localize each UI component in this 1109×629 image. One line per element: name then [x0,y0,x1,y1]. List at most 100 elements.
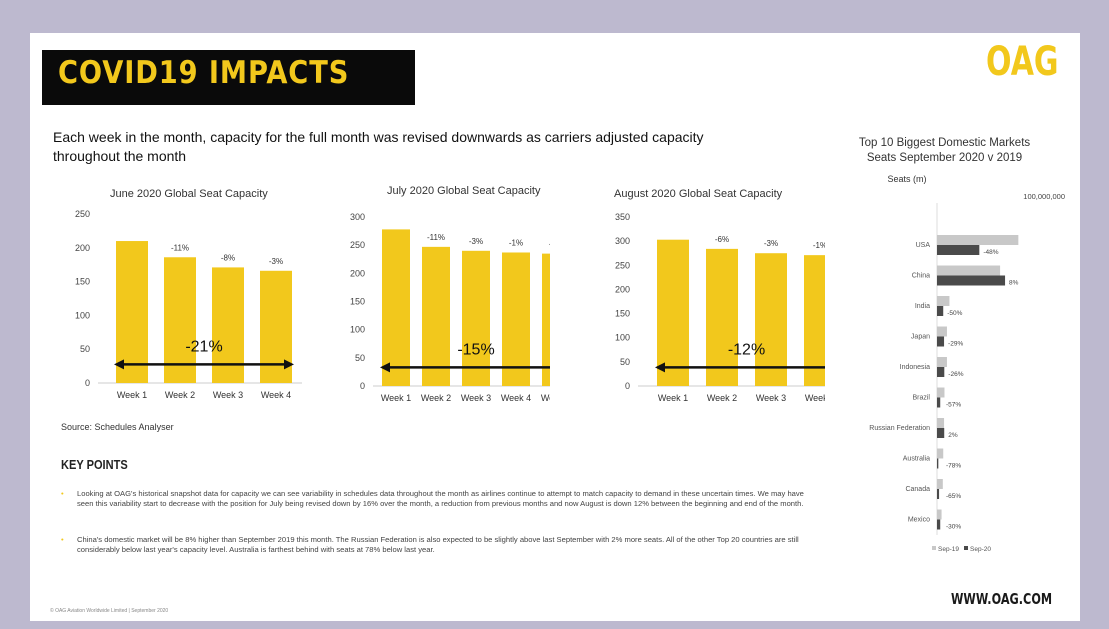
bar [422,246,450,386]
august-capacity-chart: 0 50 100 150 200 250 300 350 Week 1 Week 2 -6% Week… [615,212,825,403]
footer-url: WWW.OAG.COM [951,590,1053,608]
y-tick-label: 50 [355,353,365,363]
data-label: -6% [715,235,729,244]
data-label: -50% [947,310,962,317]
slide: COVID19 IMPACTS OAG Each week in the mon… [30,33,1080,621]
category-label: Indonesia [900,364,930,371]
page-title: COVID19 IMPACTS [58,55,350,91]
data-label: -26% [948,371,963,378]
markets-chart-subtitle: Seats September 2020 v 2019 [866,152,1023,164]
data-label: -1% [549,240,550,249]
bar-sep20 [937,336,945,347]
bar [804,255,825,386]
data-label: -11% [171,243,189,252]
data-label: -11% [427,233,445,242]
bar-sep20 [937,428,945,438]
bar [164,257,196,383]
x-tick-label: Week 2 [165,390,195,400]
x-tick-label: Week 3 [756,393,786,403]
bar-sep20 [937,367,945,377]
bar [116,241,148,383]
data-label: 8% [1009,280,1019,287]
arrow-head-right [284,359,294,370]
y-tick-label: 150 [615,309,630,319]
y-tick-label: 250 [615,260,630,270]
data-label: -3% [269,257,283,266]
x-tick-label: Week 4 [805,393,825,403]
bar [706,248,738,386]
bar-sep19 [937,265,1001,276]
oag-logo: OAG [986,39,1059,85]
chart-title-june: June 2020 Global Seat Capacity [110,188,268,200]
category-label: Canada [905,486,930,493]
data-label: 2% [948,432,958,439]
legend-swatch-sep20 [964,546,968,550]
bar-sep20 [937,275,1006,286]
category-label: Mexico [908,517,930,524]
y-tick-label: 250 [75,209,90,219]
bar-sep20 [937,397,941,408]
change-annotation: -21% [185,338,222,355]
key-point-item: • China's domestic market will be 8% hig… [61,535,806,555]
legend-swatch-sep19 [932,546,936,550]
y-tick-label: 0 [360,381,365,391]
bar-sep19 [937,326,947,337]
legend-label: Sep-20 [970,546,991,553]
bar-sep19 [937,357,947,367]
title-bar: COVID19 IMPACTS [42,50,415,105]
markets-panel-title: Top 10 Biggest Domestic Markets Seats Se… [842,136,1047,166]
y-tick-label: 100 [350,325,365,335]
bar [502,252,530,386]
y-tick-label: 50 [80,344,90,354]
x-tick-label: Week 1 [381,393,411,403]
y-tick-label: 100 [75,310,90,320]
data-label: -78% [946,463,961,470]
data-label: -3% [469,237,483,246]
y-tick-label: 200 [615,284,630,294]
x-tick-label: Week 1 [117,390,147,400]
data-label: -1% [509,238,523,247]
category-label: USA [916,242,931,249]
source-note: Source: Schedules Analyser [61,422,174,432]
domestic-markets-chart: Seats (m) 100,000,000 USA -48% China 8% India -… [869,174,1065,553]
y-tick-label: 150 [75,277,90,287]
legend-label: Sep-19 [938,546,959,553]
category-label: Japan [911,334,930,341]
data-label: -48% [983,249,998,256]
y-tick-label: 200 [75,243,90,253]
key-point-text: Looking at OAG's historical snapshot dat… [77,489,804,508]
key-point-text: China's domestic market will be 8% highe… [77,535,799,554]
data-label: -1% [813,241,825,250]
category-label: China [912,273,930,280]
bar [462,250,490,386]
bar-sep20 [937,458,939,469]
y-tick-label: 250 [350,240,365,250]
data-label: -8% [221,253,235,262]
x-tick-label: Week 1 [658,393,688,403]
y-tick-label: 150 [350,297,365,307]
bar-sep20 [937,519,941,530]
y-tick-label: 0 [625,381,630,391]
data-label: -65% [946,493,961,500]
intro-text: Each week in the month, capacity for the… [53,129,704,164]
key-point-item: • Looking at OAG's historical snapshot d… [61,489,806,509]
y-tick-label: 200 [350,268,365,278]
june-capacity-chart: 0 50 100 150 200 250 Week 1 Week 2 -11% Week 3 -8%… [75,209,302,400]
bar [755,253,787,386]
x-tick-label: Week 3 [213,390,243,400]
bar-sep19 [937,387,945,398]
bar [212,267,244,383]
y-tick-label: 100 [615,333,630,343]
x-tick-label: Week 2 [707,393,737,403]
chart-title-july: July 2020 Global Seat Capacity [387,185,541,197]
arrow-head-left [655,362,665,373]
arrow-head-left [380,362,390,373]
x-tick-label: Week 4 [261,390,291,400]
data-label: -29% [948,341,963,348]
x-tick-label: 100,000,000 [1023,192,1065,201]
arrow-head-left [114,359,124,370]
bar-sep20 [937,245,980,255]
bar-sep19 [937,296,950,306]
category-label: Russian Federation [869,425,930,432]
bullet-icon: • [61,489,64,498]
